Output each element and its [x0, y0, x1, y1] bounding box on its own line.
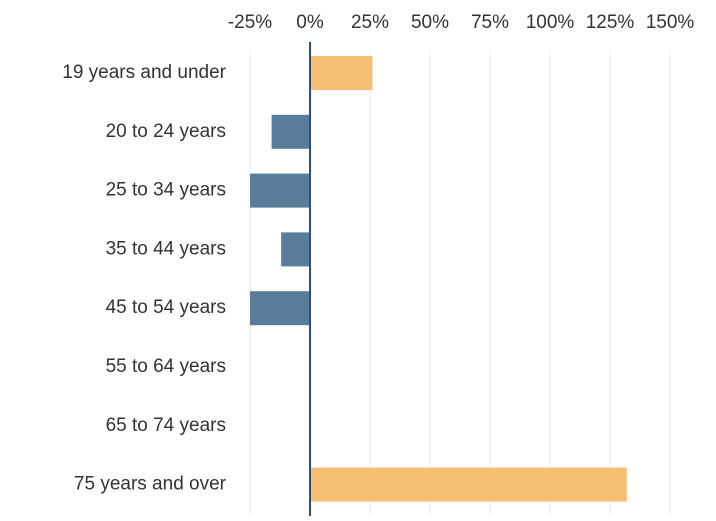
category-label: 75 years and over [74, 474, 227, 495]
x-tick-label: 100% [526, 12, 575, 33]
x-tick-label: 150% [646, 12, 695, 33]
bar [271, 114, 310, 149]
x-tick-label: 125% [586, 12, 635, 33]
category-label: 19 years and under [62, 62, 226, 83]
bar [310, 467, 627, 502]
category-label: 55 to 64 years [106, 356, 226, 377]
x-tick-label: 25% [351, 12, 389, 33]
x-tick-label: 50% [411, 12, 449, 33]
bar [310, 56, 373, 90]
bar [281, 232, 310, 267]
bar [250, 173, 310, 208]
x-axis-tick-labels: -25% 0% 25% 50% 75% 100% 125% 150% [228, 12, 695, 33]
bars [250, 56, 627, 502]
category-label: 35 to 44 years [106, 238, 226, 259]
category-labels: 19 years and under 20 to 24 years 25 to 34… [62, 62, 226, 495]
x-tick-label: -25% [228, 12, 272, 33]
x-tick-label: 0% [296, 12, 324, 33]
category-label: 25 to 34 years [106, 180, 226, 201]
x-tick-label: 75% [471, 12, 509, 33]
gridlines [249, 50, 671, 516]
category-label: 20 to 24 years [106, 121, 226, 142]
category-label: 45 to 54 years [106, 297, 226, 318]
bar [250, 291, 310, 326]
category-label: 65 to 74 years [106, 415, 226, 436]
